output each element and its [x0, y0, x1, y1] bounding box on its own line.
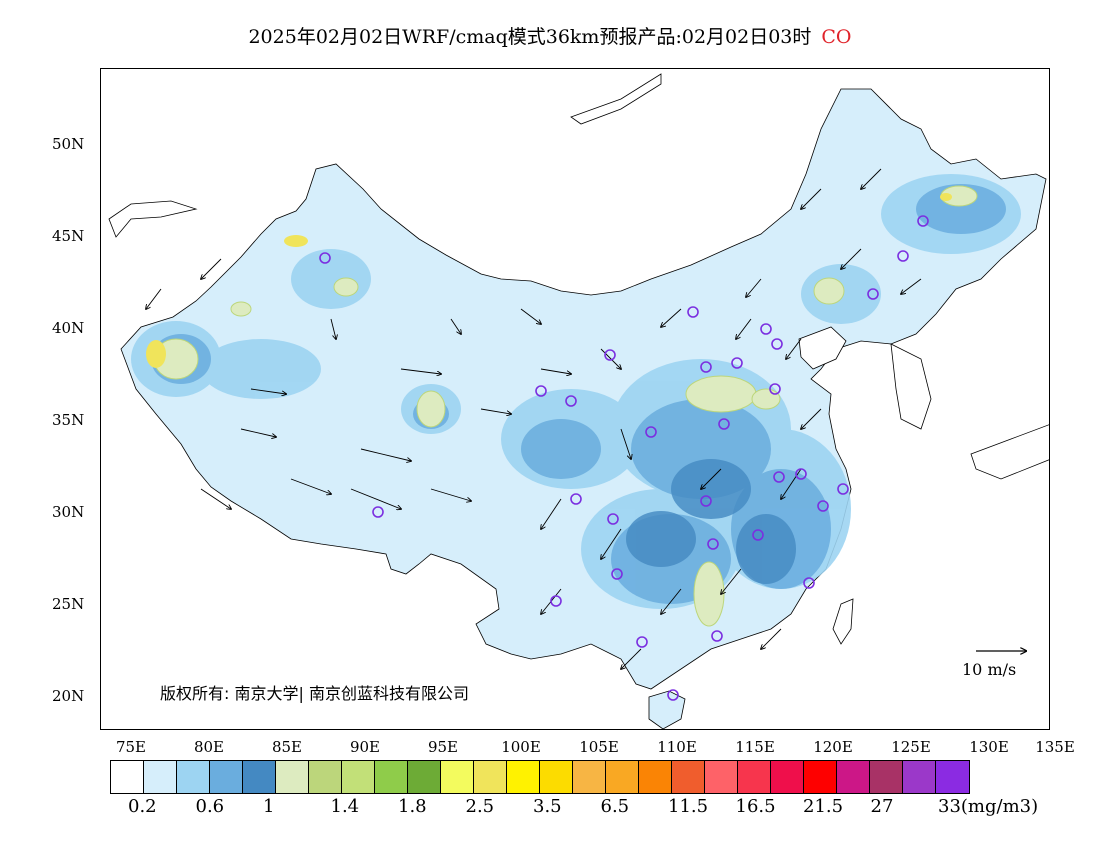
- legend-swatch: [441, 761, 474, 793]
- legend-swatch: [672, 761, 705, 793]
- legend-swatch: [705, 761, 738, 793]
- lat-label-40n: 40N: [52, 319, 85, 337]
- lon-label-95e: 95E: [427, 738, 459, 756]
- wind-vectors: [146, 168, 922, 669]
- legend-swatch: [144, 761, 177, 793]
- copyright-text: 版权所有: 南京大学| 南京创蓝科技有限公司: [160, 684, 469, 703]
- lat-label-20n: 20N: [52, 687, 85, 705]
- legend-swatch: [738, 761, 771, 793]
- pollutant-label: CO: [821, 26, 852, 48]
- lon-label-125e: 125E: [891, 738, 931, 756]
- lat-label-35n: 35N: [52, 411, 85, 429]
- japan-outline: [970, 424, 1049, 480]
- legend-swatch: [771, 761, 804, 793]
- legend-swatch: [606, 761, 639, 793]
- legend-swatch: [573, 761, 606, 793]
- legend-swatch: [210, 761, 243, 793]
- legend-swatch: [639, 761, 672, 793]
- legend-swatch: [837, 761, 870, 793]
- lat-label-50n: 50N: [52, 135, 85, 153]
- legend-swatch: [342, 761, 375, 793]
- map-frame: [100, 68, 1050, 730]
- lon-label-115e: 115E: [735, 738, 775, 756]
- lon-label-110e: 110E: [657, 738, 697, 756]
- lat-label-30n: 30N: [52, 503, 85, 521]
- legend-label: 1.4: [330, 796, 360, 817]
- legend-swatch: [804, 761, 837, 793]
- concentration-field-high: [626, 459, 796, 584]
- legend-swatch: [507, 761, 540, 793]
- legend-swatch: [936, 761, 969, 793]
- legend-label: 16.5: [735, 796, 776, 817]
- legend-swatch: [540, 761, 573, 793]
- lon-label-105e: 105E: [579, 738, 619, 756]
- legend-label: 11.5: [668, 796, 709, 817]
- kazakh-lake: [108, 200, 198, 238]
- lon-label-135e: 135E: [1035, 738, 1075, 756]
- legend-swatch: [309, 761, 342, 793]
- legend-label: 1: [263, 796, 275, 817]
- legend-swatch: [375, 761, 408, 793]
- legend-label: 0.2: [128, 796, 157, 817]
- legend-label: 0.6: [195, 796, 225, 817]
- lon-label-90e: 90E: [349, 738, 381, 756]
- concentration-field-yellow: [146, 193, 952, 368]
- legend-swatch: [243, 761, 276, 793]
- wind-scale-label: 10 m/s: [962, 660, 1017, 679]
- legend-label: 3.5: [533, 796, 562, 817]
- legend-label: 6.5: [600, 796, 630, 817]
- legend-label: 33(mg/m3): [938, 796, 1039, 817]
- color-legend: [110, 760, 970, 794]
- hainan-island: [648, 690, 686, 729]
- lat-label-45n: 45N: [52, 227, 85, 245]
- legend-swatch: [276, 761, 309, 793]
- station-markers: [319, 215, 929, 701]
- legend-label: 1.8: [398, 796, 427, 817]
- legend-swatch: [177, 761, 210, 793]
- legend-swatch: [111, 761, 144, 793]
- legend-swatch: [903, 761, 936, 793]
- legend-label: 21.5: [803, 796, 844, 817]
- map-title: 2025年02月02日WRF/cmaq模式36km预报产品:02月02日03时 C…: [0, 22, 1100, 49]
- lat-label-25n: 25N: [52, 595, 85, 613]
- lon-label-80e: 80E: [193, 738, 225, 756]
- bohai-sea: [798, 326, 847, 370]
- korea-outline: [890, 343, 932, 430]
- lon-label-120e: 120E: [813, 738, 853, 756]
- lon-label-75e: 75E: [115, 738, 147, 756]
- lon-label-130e: 130E: [969, 738, 1009, 756]
- lon-label-85e: 85E: [271, 738, 303, 756]
- taiwan-island: [832, 598, 854, 645]
- legend-swatch: [474, 761, 507, 793]
- legend-swatch: [870, 761, 903, 793]
- legend-label: 2.5: [465, 796, 495, 817]
- legend-swatch: [408, 761, 441, 793]
- lon-label-100e: 100E: [501, 738, 541, 756]
- map-canvas: [108, 73, 1049, 729]
- title-text: 2025年02月02日WRF/cmaq模式36km预报产品:02月02日03时: [248, 26, 812, 48]
- legend-label: 27: [870, 796, 894, 817]
- russia-coast: [570, 73, 662, 125]
